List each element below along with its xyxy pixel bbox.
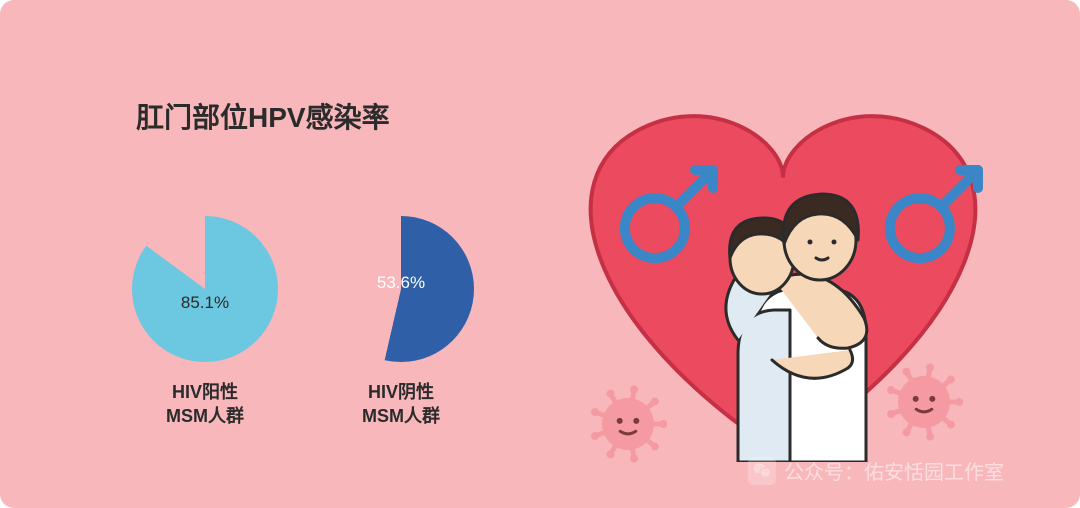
chart-title: 肛门部位HPV感染率 [136, 96, 390, 136]
wechat-icon [748, 457, 776, 485]
pie-hiv-negative-slice: 53.6% [328, 216, 474, 362]
watermark-text: 公众号：佑安恬园工作室 [784, 456, 1004, 485]
pie-hiv-positive-caption: HIV阳性MSM人群 [132, 380, 278, 429]
pie-hiv-negative-value-label: 53.6% [377, 273, 425, 293]
couple-illustration [678, 162, 898, 462]
virus-icon [885, 363, 963, 441]
pie-hiv-negative: 53.6% HIV阴性MSM人群 [328, 216, 474, 429]
pie-hiv-positive-value-label: 85.1% [181, 293, 229, 313]
pie-hiv-positive-slice: 85.1% [132, 216, 278, 362]
pie-hiv-negative-caption: HIV阴性MSM人群 [328, 380, 474, 429]
virus-icon [589, 385, 667, 463]
infographic-canvas: 肛门部位HPV感染率 85.1% HIV阳性MSM人群 53.6% HIV阴性MSM人… [0, 0, 1080, 508]
pie-hiv-positive: 85.1% HIV阳性MSM人群 [132, 216, 278, 429]
watermark: 公众号：佑安恬园工作室 [748, 456, 1004, 485]
